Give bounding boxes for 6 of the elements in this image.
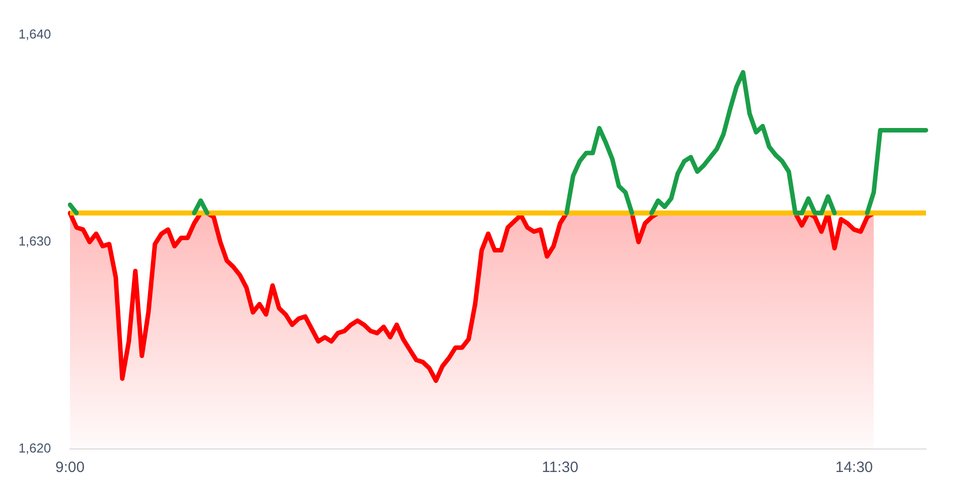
x-tick-label: 9:00: [55, 459, 85, 476]
y-tick-label: 1,630: [18, 234, 51, 249]
y-tick-label: 1,620: [18, 440, 51, 456]
x-tick-label: 14:30: [835, 459, 873, 476]
x-tick-label: 11:30: [542, 459, 578, 476]
y-tick-label: 1,640: [18, 26, 51, 42]
